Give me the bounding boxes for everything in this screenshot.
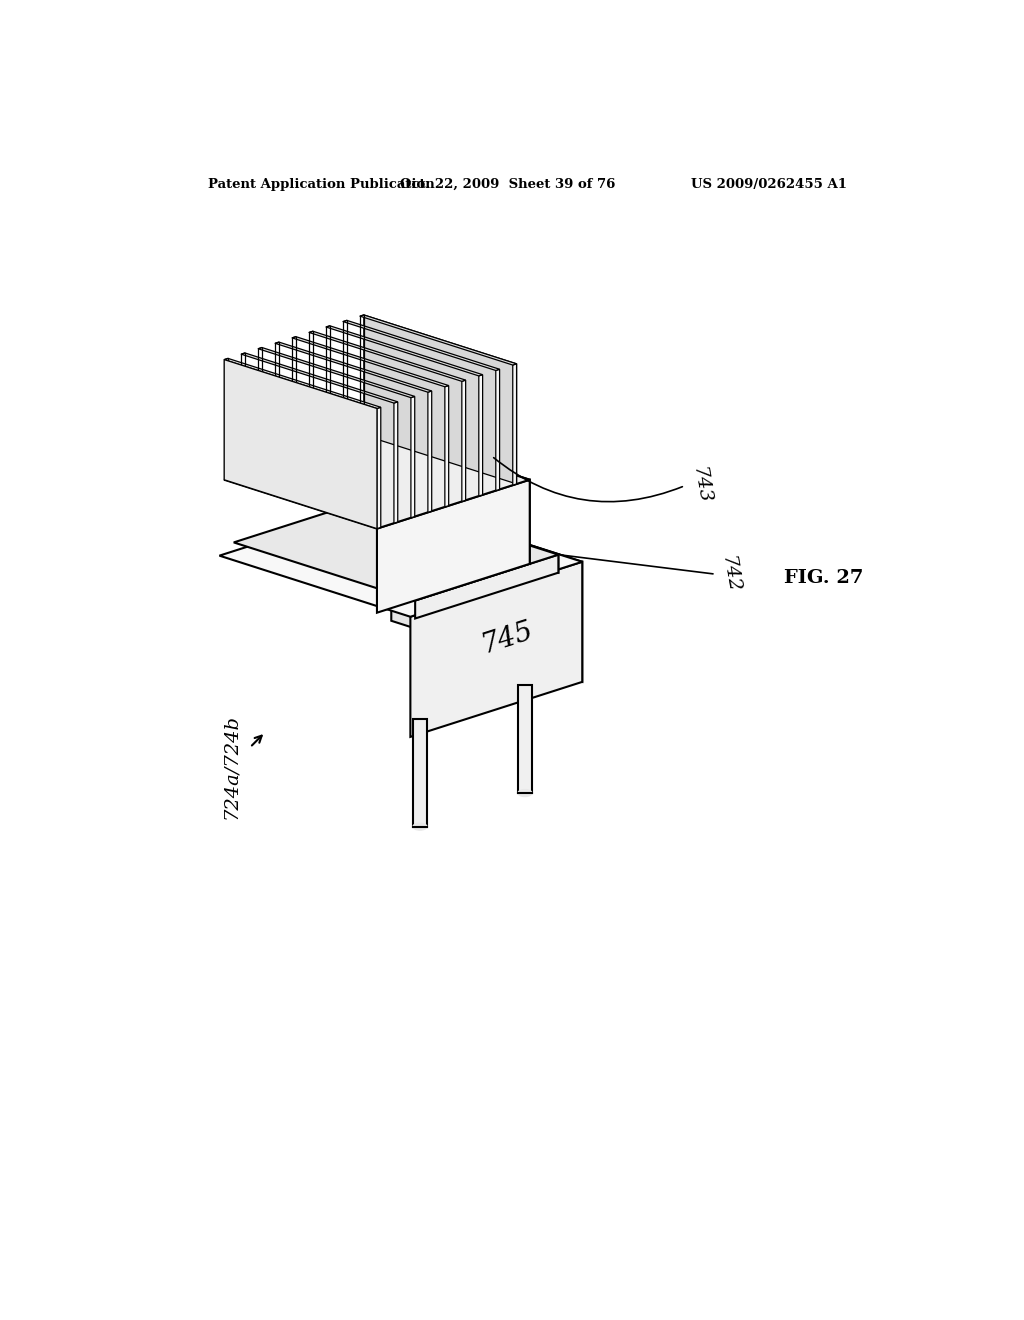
Polygon shape xyxy=(518,685,531,793)
Polygon shape xyxy=(326,326,482,376)
Polygon shape xyxy=(391,500,583,682)
Text: 742: 742 xyxy=(718,554,742,594)
Ellipse shape xyxy=(518,789,531,796)
Text: US 2009/0262455 A1: US 2009/0262455 A1 xyxy=(690,178,847,190)
Polygon shape xyxy=(377,430,529,564)
Polygon shape xyxy=(360,315,516,366)
Polygon shape xyxy=(377,496,558,573)
Polygon shape xyxy=(377,479,529,612)
Polygon shape xyxy=(496,370,500,491)
Polygon shape xyxy=(444,385,449,507)
Polygon shape xyxy=(513,364,516,486)
Text: 724a/724b: 724a/724b xyxy=(221,714,240,820)
Polygon shape xyxy=(479,375,482,496)
Polygon shape xyxy=(364,315,516,484)
Polygon shape xyxy=(415,554,558,619)
Text: Oct. 22, 2009  Sheet 39 of 76: Oct. 22, 2009 Sheet 39 of 76 xyxy=(400,178,615,190)
Polygon shape xyxy=(258,347,415,397)
Polygon shape xyxy=(233,496,558,601)
Text: 743: 743 xyxy=(689,466,713,506)
Text: Patent Application Publication: Patent Application Publication xyxy=(208,178,434,190)
Polygon shape xyxy=(428,391,432,512)
Polygon shape xyxy=(462,380,466,502)
Polygon shape xyxy=(411,396,415,517)
Ellipse shape xyxy=(413,824,427,830)
Polygon shape xyxy=(224,359,377,528)
Text: 745: 745 xyxy=(478,616,538,659)
Polygon shape xyxy=(275,342,432,392)
Text: FIG. 27: FIG. 27 xyxy=(784,569,863,587)
Polygon shape xyxy=(219,500,583,616)
Polygon shape xyxy=(411,562,583,737)
Polygon shape xyxy=(292,337,449,387)
Polygon shape xyxy=(224,359,381,408)
Polygon shape xyxy=(242,352,397,403)
Polygon shape xyxy=(377,408,381,528)
Polygon shape xyxy=(224,430,529,528)
Polygon shape xyxy=(343,321,500,371)
Polygon shape xyxy=(413,718,427,826)
Polygon shape xyxy=(309,331,466,381)
Polygon shape xyxy=(394,401,397,523)
